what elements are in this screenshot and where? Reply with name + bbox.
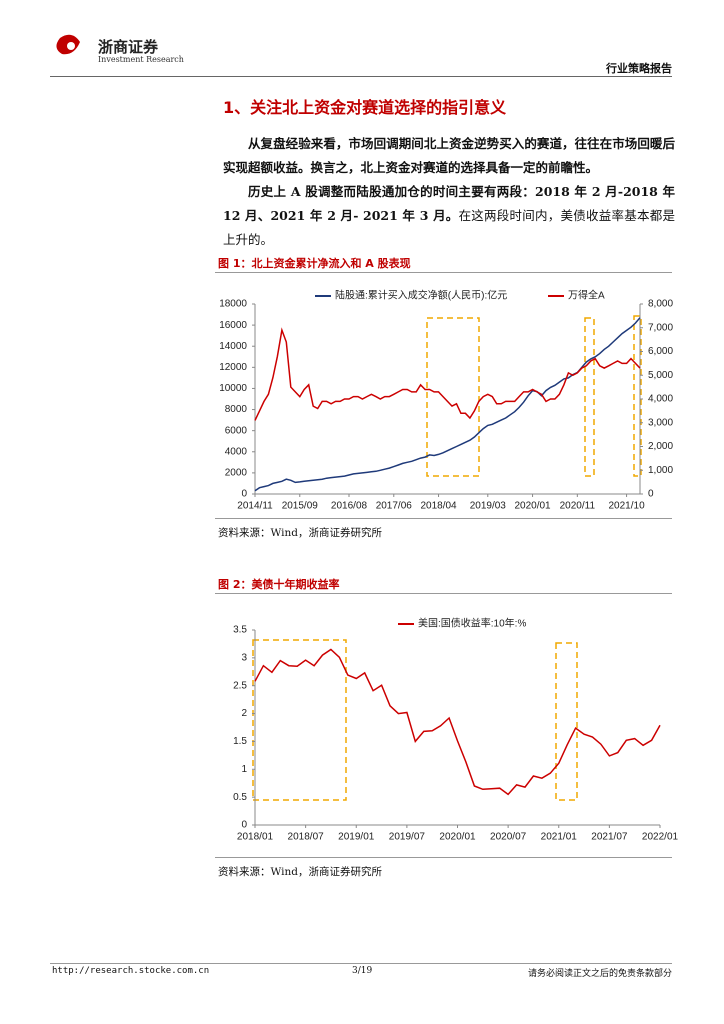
y-tick-label: 6000 bbox=[225, 425, 248, 436]
y-tick-label: 4000 bbox=[225, 446, 248, 457]
logo-icon bbox=[56, 34, 80, 55]
y-tick-label: 2000 bbox=[225, 468, 248, 479]
y2-tick-label: 7,000 bbox=[648, 322, 673, 333]
x-tick-label: 2018/01 bbox=[237, 832, 274, 843]
y2-tick-label: 8,000 bbox=[648, 299, 673, 310]
figure-source: 资料来源：Wind，浙商证券研究所 bbox=[218, 866, 382, 878]
y-tick-label: 16000 bbox=[219, 320, 247, 331]
x-tick-label: 2019/01 bbox=[338, 832, 375, 843]
page-number: 3/19 bbox=[352, 966, 373, 976]
y-tick-label: 3.5 bbox=[233, 625, 247, 636]
x-tick-label: 2020/01 bbox=[439, 832, 476, 843]
x-tick-label: 2020/07 bbox=[490, 832, 527, 843]
y-tick-label: 2 bbox=[241, 708, 247, 719]
y-tick-label: 1 bbox=[241, 764, 247, 775]
bold-text: 从复盘经验来看，市场回调期间北上资金逆势买入的赛道，往往在市场回暖后实现超额收益… bbox=[223, 136, 675, 175]
paragraph: 历史上 A 股调整而陆股通加仓的时间主要有两段：2018 年 2 月-2018 … bbox=[223, 180, 675, 252]
report-type: 行业策略报告 bbox=[606, 62, 672, 75]
figure-caption: 图 2：美债十年期收益率 bbox=[218, 578, 340, 591]
x-tick-label: 2020/01 bbox=[514, 501, 551, 512]
y-tick-label: 18000 bbox=[219, 299, 247, 310]
x-tick-label: 2019/03 bbox=[470, 501, 507, 512]
x-tick-label: 2021/10 bbox=[608, 501, 645, 512]
y2-tick-label: 3,000 bbox=[648, 417, 673, 428]
text: 在这两段时间内，美债收益率基本都是上升的。 bbox=[223, 208, 675, 247]
y2-tick-label: 2,000 bbox=[648, 441, 673, 452]
x-tick-label: 2017/06 bbox=[376, 501, 413, 512]
y-tick-label: 1.5 bbox=[233, 736, 247, 747]
x-tick-label: 2019/07 bbox=[389, 832, 426, 843]
logo-sub: Investment Research bbox=[98, 55, 184, 64]
footer-url: http://research.stocke.com.cn bbox=[52, 966, 210, 976]
source-rule bbox=[215, 518, 672, 519]
logo-name: 浙商证券 bbox=[98, 38, 159, 56]
y-tick-label: 8000 bbox=[225, 404, 248, 415]
x-tick-label: 2021/01 bbox=[541, 832, 578, 843]
x-tick-label: 2016/08 bbox=[331, 501, 368, 512]
x-tick-label: 2018/07 bbox=[288, 832, 325, 843]
x-tick-label: 2022/01 bbox=[642, 832, 679, 843]
highlight-boxes bbox=[252, 315, 642, 801]
figure-source: 资料来源：Wind，浙商证券研究所 bbox=[218, 527, 382, 539]
y2-tick-label: 0 bbox=[648, 489, 654, 500]
x-tick-label: 2015/09 bbox=[282, 501, 319, 512]
y-tick-label: 0 bbox=[241, 820, 247, 831]
footer-disclaimer: 请务必阅读正文之后的免责条款部分 bbox=[527, 969, 672, 979]
y2-tick-label: 6,000 bbox=[648, 346, 673, 357]
caption-rule bbox=[215, 272, 672, 273]
x-tick-label: 2014/11 bbox=[237, 501, 273, 512]
legend-label: 美国:国债收益率:10年:% bbox=[418, 617, 526, 630]
series-line bbox=[254, 648, 661, 796]
figure-caption: 图 1：北上资金累计净流入和 A 股表现 bbox=[218, 257, 411, 270]
paragraph: 从复盘经验来看，市场回调期间北上资金逆势买入的赛道，往往在市场回暖后实现超额收益… bbox=[223, 132, 675, 180]
y-tick-label: 0 bbox=[241, 489, 247, 500]
legend-label: 万得全A bbox=[568, 289, 605, 302]
x-tick-label: 2021/07 bbox=[591, 832, 628, 843]
y-tick-label: 0.5 bbox=[233, 792, 247, 803]
y-tick-label: 2.5 bbox=[233, 680, 247, 691]
legend-label: 陆股通:累计买入成交净额(人民币):亿元 bbox=[335, 289, 507, 302]
y-tick-label: 3 bbox=[241, 652, 247, 663]
y2-tick-label: 1,000 bbox=[648, 465, 673, 476]
source-rule bbox=[215, 857, 672, 858]
y-tick-label: 12000 bbox=[219, 362, 247, 373]
bold-text: 历史上 A 股调整而陆股通加仓的时间主要有两段：2018 年 2 月-2018 … bbox=[223, 184, 675, 223]
section-title: 1、关注北上资金对赛道选择的指引意义 bbox=[223, 98, 507, 117]
caption-rule bbox=[215, 593, 672, 594]
y-tick-label: 14000 bbox=[219, 341, 247, 352]
y2-tick-label: 4,000 bbox=[648, 394, 673, 405]
y-tick-label: 10000 bbox=[219, 383, 247, 394]
header-rule bbox=[50, 76, 672, 77]
x-tick-label: 2020/11 bbox=[560, 501, 596, 512]
y2-tick-label: 5,000 bbox=[648, 370, 673, 381]
footer-rule bbox=[50, 963, 672, 964]
series-line bbox=[254, 327, 641, 421]
x-tick-label: 2018/04 bbox=[420, 501, 457, 512]
